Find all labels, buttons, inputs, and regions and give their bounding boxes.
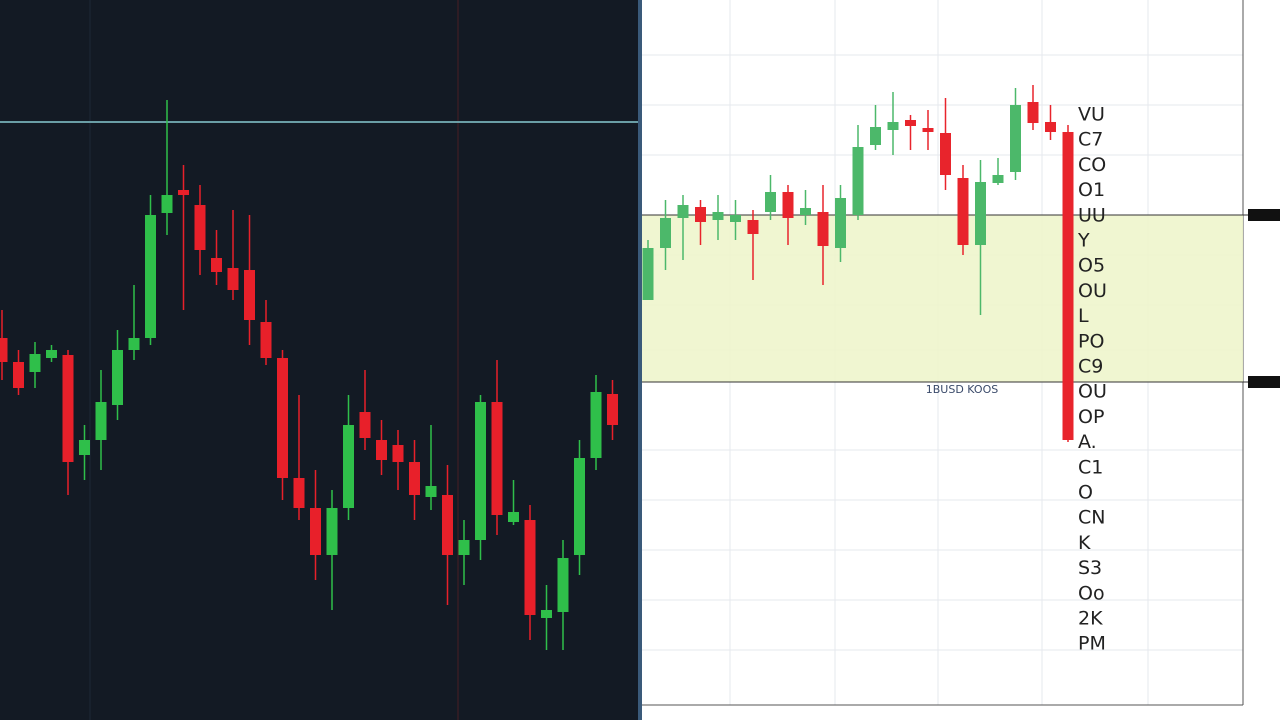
candle-body	[782, 192, 794, 218]
candle-body	[817, 212, 829, 246]
annotation: O1	[1078, 179, 1105, 201]
candle-body	[541, 610, 552, 618]
annotation: O	[1078, 482, 1093, 504]
price-tag	[1248, 376, 1280, 388]
candle-body	[765, 192, 776, 212]
candle-body	[194, 205, 206, 250]
candle-body	[128, 338, 140, 350]
zone	[642, 215, 1243, 382]
candle-body	[211, 258, 222, 272]
candle-body	[425, 486, 437, 497]
candle-body	[992, 175, 1004, 183]
candle-body	[747, 220, 759, 234]
candle-body	[409, 462, 420, 495]
annotation: O5	[1078, 255, 1105, 277]
candle-body	[475, 402, 486, 540]
candle-body	[557, 558, 569, 612]
annotation: CN	[1078, 507, 1105, 529]
candle-body	[835, 198, 846, 248]
candle-body	[642, 248, 654, 300]
candle-body	[112, 350, 123, 405]
candle-body	[712, 212, 724, 220]
candle-body	[359, 412, 371, 438]
candle-body	[730, 215, 741, 222]
annotation: OU	[1078, 280, 1107, 302]
candle-body	[29, 354, 41, 372]
candle-body	[1027, 102, 1039, 123]
candle-body	[905, 120, 916, 126]
candle-body	[887, 122, 899, 130]
annotation: Y	[1077, 230, 1090, 252]
candle-body	[145, 215, 156, 338]
candle-body	[310, 508, 321, 555]
annotation: CO	[1078, 154, 1106, 176]
zone-label: 1BUSD KOOS	[926, 383, 998, 396]
annotation: A.	[1078, 431, 1097, 453]
candle-body	[660, 218, 671, 248]
annotation: VU	[1078, 104, 1105, 126]
annotation: K	[1078, 532, 1091, 554]
candle-body	[244, 270, 255, 320]
annotation: OU	[1078, 381, 1107, 403]
candle-body	[491, 402, 503, 515]
candle-body	[62, 355, 74, 462]
annotation: C1	[1078, 456, 1103, 478]
candle-body	[260, 322, 272, 358]
candle-body	[95, 402, 107, 440]
candle-body	[227, 268, 239, 290]
annotation: OP	[1078, 406, 1104, 428]
candle-body	[376, 440, 387, 460]
candle-body	[1062, 132, 1074, 440]
candle-body	[574, 458, 585, 555]
candle-body	[677, 205, 689, 218]
annotation: 2K	[1078, 608, 1103, 630]
annotation: PO	[1078, 330, 1104, 352]
annotation: UU	[1078, 204, 1106, 226]
candle-body	[607, 394, 618, 425]
candle-body	[13, 362, 24, 388]
candle-body	[1010, 105, 1021, 172]
candle-body	[392, 445, 404, 462]
candle-body	[1045, 122, 1056, 132]
candle-body	[46, 350, 57, 358]
candle-body	[178, 190, 189, 195]
candle-body	[508, 512, 519, 522]
divider	[638, 0, 642, 720]
candle-body	[79, 440, 90, 455]
candle-body	[852, 147, 864, 215]
candle-body	[0, 338, 8, 362]
candle-body	[442, 495, 453, 555]
annotation: Oo	[1078, 582, 1105, 604]
candle-body	[870, 127, 881, 145]
candle-body	[524, 520, 536, 615]
candle-body	[975, 182, 986, 245]
annotation: S3	[1078, 557, 1102, 579]
candle-body	[326, 508, 338, 555]
candle-body	[293, 478, 305, 508]
annotation: C9	[1078, 356, 1103, 378]
candle-body	[343, 425, 354, 508]
candle-body	[957, 178, 969, 245]
candle-body	[800, 208, 811, 215]
price-tag	[1248, 209, 1280, 221]
candle-body	[590, 392, 602, 458]
candle-body	[277, 358, 288, 478]
marks: 1BUSD KOOS VU C7 CO O1 UU Y O5 OU L PO C9 OU OP A. C1 OC…	[0, 85, 1280, 655]
annotation: L	[1078, 305, 1089, 327]
candle-body	[161, 195, 173, 213]
candle-body	[695, 207, 706, 222]
candle-body	[922, 128, 934, 132]
annotation: PM	[1078, 633, 1106, 655]
candle-body	[458, 540, 470, 555]
candle-body	[940, 133, 951, 175]
annotation: C7	[1078, 129, 1103, 151]
